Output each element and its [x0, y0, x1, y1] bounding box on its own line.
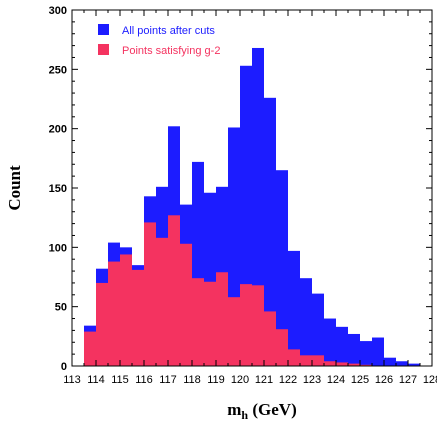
x-axis-title-main: m	[227, 400, 241, 419]
bar-series-1-bin-22	[348, 363, 360, 366]
legend-label-g2-points: Points satisfying g-2	[122, 45, 220, 57]
x-tick-label: 127	[399, 374, 417, 386]
bar-series-1-bin-15	[264, 311, 276, 366]
bar-series-1-bin-23	[360, 364, 372, 366]
x-axis-title-unit: (GeV)	[248, 400, 297, 419]
x-tick-label: 119	[207, 374, 225, 386]
bar-series-1-bin-13	[240, 284, 252, 366]
bars-layer	[84, 47, 420, 367]
bar-series-1-bin-12	[228, 297, 240, 366]
bar-series-0-bin-21	[336, 326, 348, 366]
bar-series-1-bin-20	[324, 361, 336, 366]
y-tick-label: 100	[49, 242, 67, 254]
y-tick-label: 200	[49, 124, 67, 136]
legend-swatch-all-points	[98, 24, 109, 35]
x-tick-label: 124	[327, 374, 345, 386]
bar-series-1-bin-8	[180, 243, 192, 366]
bar-series-1-bin-9	[192, 278, 204, 366]
bar-series-1-bin-19	[312, 355, 324, 366]
bar-series-1-bin-11	[216, 272, 228, 366]
y-tick-label: 0	[61, 361, 67, 373]
y-tick-label: 300	[49, 5, 67, 17]
bar-series-1-bin-4	[132, 269, 144, 366]
x-tick-label: 128	[423, 374, 437, 386]
bar-series-0-bin-26	[396, 361, 408, 366]
bar-series-1-bin-17	[288, 349, 300, 366]
x-tick-label: 115	[111, 374, 129, 386]
x-tick-label: 116	[135, 374, 153, 386]
x-axis-title-subscript: h	[241, 408, 248, 422]
bar-series-1-bin-10	[204, 281, 216, 366]
y-tick-label: 250	[49, 64, 67, 76]
legend-swatch-g2-points	[98, 44, 109, 55]
ticks-layer: 113 114 115 116 117 118 119 120 121 122 123 124 125 1…	[49, 5, 437, 386]
bar-series-0-bin-17	[288, 250, 300, 366]
bar-series-0-bin-19	[312, 293, 324, 366]
bar-series-1-bin-1	[96, 282, 108, 366]
bar-series-0-bin-15	[264, 97, 276, 367]
bar-series-1-bin-16	[276, 329, 288, 366]
bar-series-1-bin-14	[252, 285, 264, 366]
bar-series-1-bin-18	[300, 355, 312, 366]
legend-label-all-points: All points after cuts	[122, 25, 215, 37]
y-tick-label: 50	[55, 302, 67, 314]
bar-series-1-bin-2	[108, 261, 120, 366]
x-tick-label: 120	[231, 374, 249, 386]
bar-series-0-bin-24	[372, 337, 384, 366]
x-tick-label: 117	[159, 374, 177, 386]
x-tick-label: 114	[87, 374, 105, 386]
bar-series-0-bin-18	[300, 278, 312, 366]
x-tick-label: 118	[183, 374, 201, 386]
x-tick-label: 122	[279, 374, 297, 386]
bar-series-1-bin-3	[120, 254, 132, 366]
y-axis-title: Count	[5, 165, 24, 211]
bar-series-0-bin-20	[324, 318, 336, 366]
x-tick-label: 125	[351, 374, 369, 386]
x-axis-title: mh (GeV)	[227, 400, 296, 422]
bar-series-0-bin-25	[384, 357, 396, 366]
x-tick-label: 113	[63, 374, 81, 386]
x-tick-label: 126	[375, 374, 393, 386]
bar-series-1-bin-7	[168, 215, 180, 366]
bar-series-1-bin-0	[84, 331, 96, 366]
y-tick-label: 150	[49, 183, 67, 195]
bar-series-0-bin-16	[276, 170, 288, 366]
legend: All points after cuts Points satisfying …	[98, 24, 220, 57]
bar-series-0-bin-22	[348, 333, 360, 366]
bar-series-0-bin-27	[408, 363, 420, 366]
bar-series-1-bin-6	[156, 237, 168, 366]
x-tick-label: 121	[255, 374, 273, 386]
bar-series-1-bin-21	[336, 362, 348, 366]
x-tick-label: 123	[303, 374, 321, 386]
bar-series-0-bin-23	[360, 341, 372, 366]
bar-series-1-bin-5	[144, 222, 156, 366]
